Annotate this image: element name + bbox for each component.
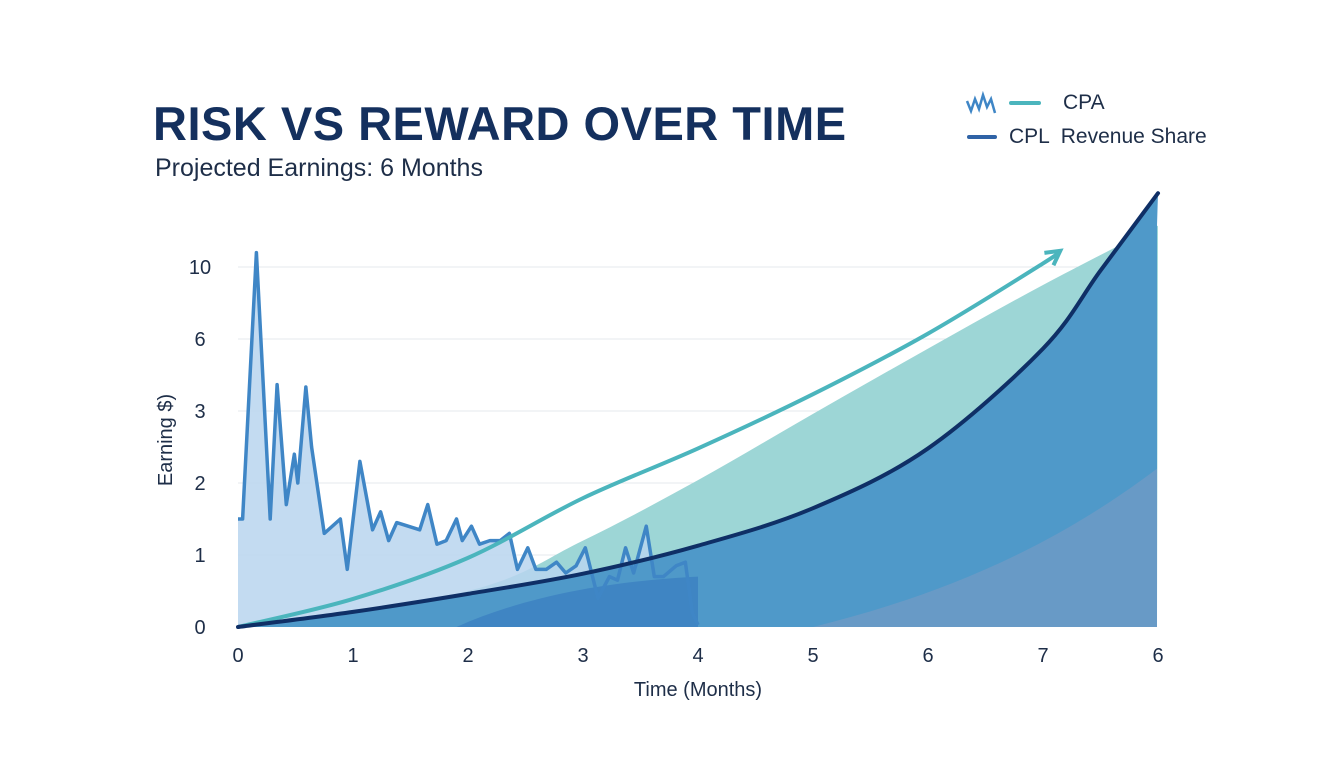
cpl-line xyxy=(238,250,700,626)
x-tick-label: 1 xyxy=(347,645,358,667)
volatile-zigzag-icon xyxy=(965,91,997,115)
x-tick-label: 6 xyxy=(1152,645,1163,667)
legend-row-2: CPL Revenue Share xyxy=(965,120,1207,154)
y-tick-label: 3 xyxy=(194,401,205,423)
x-tick-label: 0 xyxy=(232,645,243,667)
legend-label-cpl-revenue-share: CPL Revenue Share xyxy=(1009,125,1207,148)
legend-row-1: CPA xyxy=(965,86,1207,120)
revenue-share-legend-swatch xyxy=(967,135,997,139)
x-tick-label: 4 xyxy=(692,645,703,667)
revenue-share-line xyxy=(236,191,1160,629)
x-tick-label: 3 xyxy=(577,645,588,667)
y-tick-label: 2 xyxy=(194,473,205,495)
x-tick-label: 2 xyxy=(462,645,473,667)
cpa-legend-swatch xyxy=(1009,101,1041,105)
cpa-arrowhead xyxy=(1044,248,1064,267)
legend-label-cpa: CPA xyxy=(1063,91,1105,114)
chart-title: RISK VS REWARD OVER TIME xyxy=(153,97,847,150)
y-tick-label: 0 xyxy=(194,617,205,639)
x-tick-label: 6 xyxy=(922,645,933,667)
x-axis-label: Time (Months) xyxy=(634,679,762,701)
revenue-share-area xyxy=(238,193,1158,627)
cpa-line xyxy=(237,249,1062,629)
y-axis-label: Earning $) xyxy=(155,394,177,486)
y-tick-label: 10 xyxy=(189,257,211,279)
x-tick-label: 5 xyxy=(807,645,818,667)
lower-right-area xyxy=(813,468,1157,627)
legend: CPA CPL Revenue Share xyxy=(965,86,1207,154)
x-tick-label: 7 xyxy=(1037,645,1048,667)
chart-subtitle: Projected Earnings: 6 Months xyxy=(155,154,483,182)
y-tick-label: 1 xyxy=(194,545,205,567)
overlap-area xyxy=(456,576,698,627)
y-tick-label: 6 xyxy=(194,329,205,351)
